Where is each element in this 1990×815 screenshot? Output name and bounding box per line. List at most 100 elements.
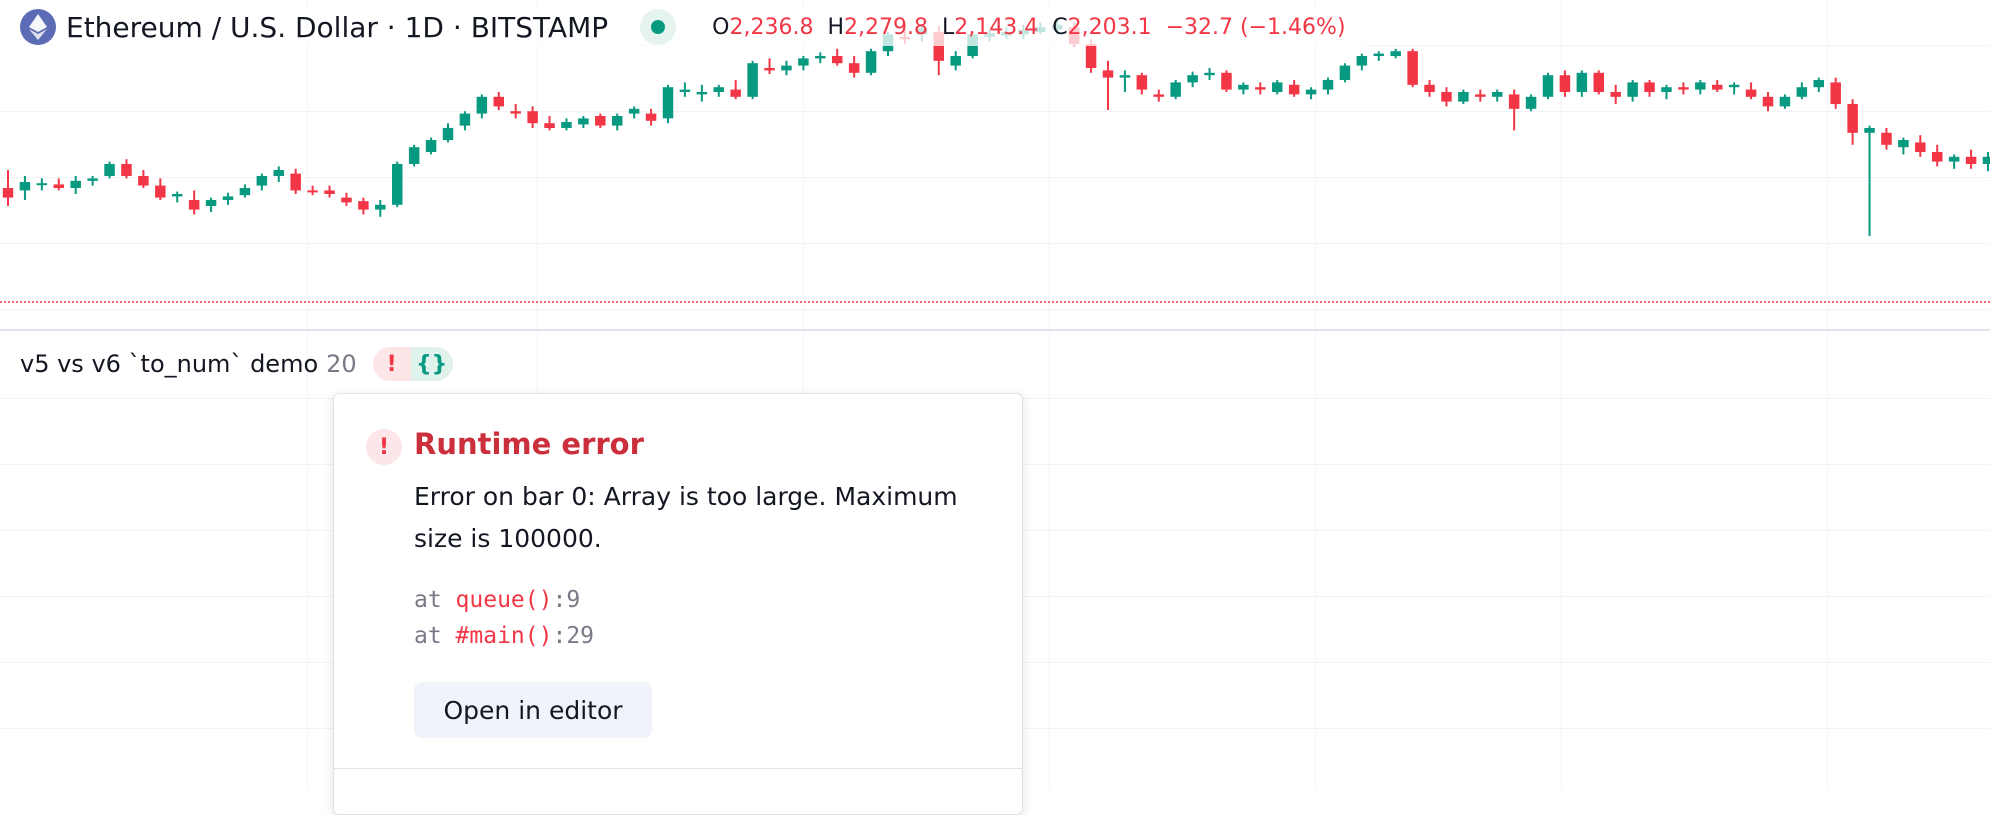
candle [1508, 89, 1520, 131]
candle [104, 161, 115, 179]
candle-body [1356, 56, 1368, 66]
candle-body [1678, 87, 1689, 90]
candle [1491, 89, 1503, 102]
candle [1661, 84, 1672, 100]
error-message: Error on bar 0: Array is too large. Maxi… [414, 482, 958, 553]
candle [1593, 70, 1605, 95]
candle-body [1288, 84, 1300, 95]
candle-body [764, 68, 775, 71]
grid-line-vertical [307, 0, 308, 790]
symbol-legend[interactable]: Ethereum / U.S. Dollar · 1D · BITSTAMP O… [0, 8, 1366, 46]
candlestick-chart[interactable] [0, 0, 1990, 329]
candle [1475, 89, 1486, 102]
candle [188, 190, 200, 215]
candle-body [104, 164, 115, 176]
candle [1796, 82, 1808, 100]
candle-body [1424, 84, 1435, 92]
indicator-name[interactable]: v5 vs v6 `to_num` demo [20, 350, 319, 378]
candle-body [1491, 92, 1503, 97]
candle [391, 161, 403, 208]
candle [1559, 70, 1571, 97]
trace-prefix: at [414, 623, 456, 649]
candle [1644, 80, 1655, 97]
candle-body [358, 201, 369, 210]
source-code-icon[interactable]: {} [410, 347, 453, 381]
candle [1305, 87, 1317, 100]
candle-body [611, 116, 623, 126]
candle [493, 92, 505, 110]
trace-function: queue() [455, 587, 553, 613]
candle [1390, 48, 1401, 59]
candle-body [1982, 156, 1990, 164]
candle-body [1119, 75, 1131, 78]
candle [510, 104, 521, 119]
candle [1102, 60, 1114, 110]
indicator-legend[interactable]: v5 vs v6 `to_num` demo 20 ! {} [20, 347, 453, 381]
candle [1542, 72, 1554, 100]
candle [578, 116, 589, 128]
candle-body [425, 140, 437, 152]
candle-body [1796, 87, 1808, 97]
ohlc-low-value: 2,143.4 [954, 14, 1039, 40]
candle-body [1830, 82, 1841, 104]
candle-body [1136, 75, 1148, 90]
error-badge-icon[interactable]: ! [372, 347, 411, 381]
candle [1915, 135, 1926, 157]
candle [713, 84, 725, 97]
candle [1288, 80, 1300, 97]
candle-body [1525, 96, 1537, 109]
grid-line-vertical [1827, 0, 1828, 790]
candle [408, 144, 420, 167]
candle-body [476, 96, 488, 114]
candle-body [1695, 82, 1706, 90]
candle-body [1610, 92, 1621, 97]
candle [1187, 71, 1198, 88]
candle [307, 185, 318, 196]
candle [950, 51, 961, 71]
candle-body [36, 183, 48, 186]
candle-body [1728, 84, 1740, 88]
candle-body [1762, 96, 1774, 107]
candle-body [848, 63, 860, 73]
candle [1339, 63, 1351, 83]
candle-body [273, 170, 285, 176]
open-in-editor-button[interactable]: Open in editor [414, 682, 652, 738]
candle-body [171, 194, 183, 197]
candle-body [1441, 92, 1452, 102]
candle [544, 116, 555, 131]
ohlc-close-value: 2,203.1 [1067, 14, 1152, 40]
runtime-error-popup: ! Runtime error Error on bar 0: Array is… [333, 393, 1023, 815]
candle-body [831, 56, 843, 64]
candle [1898, 137, 1909, 155]
price-change: −32.7 (−1.46%) [1165, 14, 1346, 40]
candle [476, 94, 488, 119]
candle-body [442, 128, 454, 140]
symbol-title[interactable]: Ethereum / U.S. Dollar · 1D · BITSTAMP [66, 10, 609, 44]
candle [341, 192, 352, 206]
candle [1728, 82, 1740, 95]
candle-body [628, 108, 640, 114]
candle-body [781, 65, 792, 71]
popup-divider [334, 768, 1022, 769]
pane-separator[interactable] [0, 329, 1990, 331]
ohlc-open-value: 2,236.8 [729, 14, 814, 40]
candle-body [1238, 84, 1249, 90]
candle [19, 176, 31, 200]
candle-body [307, 190, 318, 193]
candle-body [53, 184, 65, 188]
candle [171, 191, 183, 203]
candle-body [510, 111, 521, 114]
stack-trace-line: at queue():9 [414, 582, 594, 618]
candle [290, 168, 301, 194]
candle [815, 52, 826, 64]
candle-body [1948, 156, 1960, 162]
candle [561, 118, 572, 131]
candle-body [155, 185, 166, 198]
candle-body [1085, 44, 1097, 68]
candle [628, 106, 640, 119]
candle-body [222, 196, 234, 200]
candle [696, 84, 708, 102]
ohlc-high-key: H [827, 14, 845, 40]
candle-body [459, 113, 471, 126]
market-status-icon[interactable] [640, 9, 677, 45]
